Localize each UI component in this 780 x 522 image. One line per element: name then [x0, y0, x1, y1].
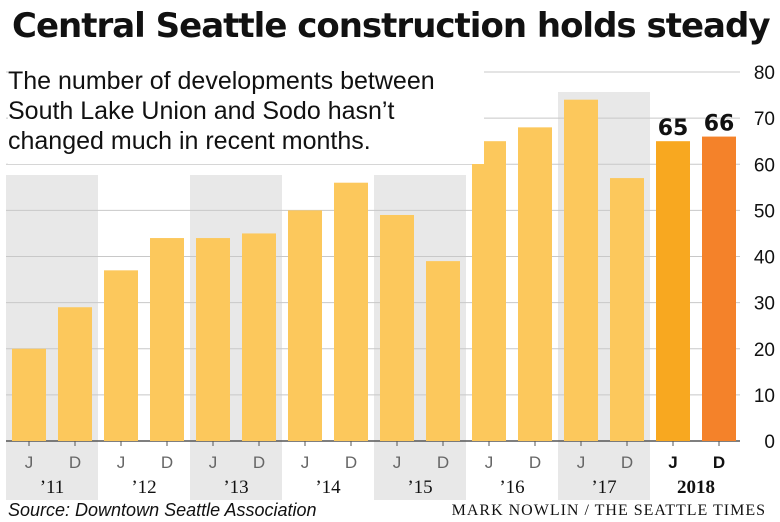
x-tick-label-5: D: [253, 453, 265, 472]
bar-15: [702, 136, 736, 441]
x-tick-label-4: J: [209, 453, 218, 472]
x-tick-label-15: D: [713, 453, 725, 472]
y-tick-label-10: 10: [754, 386, 775, 407]
bar-5: [242, 233, 276, 441]
bar-0: [12, 348, 46, 441]
x-tick-label-10: J: [485, 453, 494, 472]
chart-title: Central Seattle construction holds stead…: [12, 6, 770, 46]
bar-2: [104, 270, 138, 441]
bar-13: [610, 178, 644, 441]
y-tick-label-30: 30: [754, 294, 775, 315]
credit-line: MARK NOWLIN / THE SEATTLE TIMES: [451, 502, 766, 519]
year-label-3: ’14: [315, 477, 341, 498]
bar-9: [426, 261, 460, 441]
x-tick-label-0: J: [25, 453, 34, 472]
x-tick-label-13: D: [621, 453, 633, 472]
chart-subtitle: The number of developments between South…: [8, 66, 484, 164]
x-tick-label-11: D: [529, 453, 541, 472]
x-tick-label-3: D: [161, 453, 173, 472]
year-label-2: ’13: [223, 477, 248, 498]
data-label-14: 65: [658, 116, 689, 141]
x-tick-label-14: J: [668, 453, 677, 472]
source-note: Source: Downtown Seattle Association: [8, 500, 317, 520]
x-tick-label-6: J: [301, 453, 310, 472]
x-tick-label-8: J: [393, 453, 402, 472]
x-tick-label-12: J: [577, 453, 586, 472]
bars: [12, 99, 736, 442]
bar-3: [150, 238, 184, 441]
y-tick-label-60: 60: [754, 155, 775, 176]
y-tick-label-80: 80: [754, 63, 775, 84]
bar-7: [334, 182, 368, 441]
x-tick-label-2: J: [117, 453, 126, 472]
bar-14: [656, 141, 690, 441]
bar-11: [518, 127, 552, 441]
year-label-0: ’11: [40, 477, 65, 498]
bar-6: [288, 210, 322, 441]
y-tick-label-70: 70: [754, 109, 775, 130]
data-label-15: 66: [704, 112, 735, 137]
bar-12: [564, 99, 598, 442]
year-label-7: 2018: [677, 477, 715, 498]
year-label-6: ’17: [591, 477, 616, 498]
year-label-1: ’12: [131, 477, 156, 498]
y-tick-label-50: 50: [754, 201, 775, 222]
x-tick-label-7: D: [345, 453, 357, 472]
y-tick-label-40: 40: [754, 248, 775, 269]
bar-4: [196, 238, 230, 441]
year-label-4: ’15: [407, 477, 432, 498]
bar-8: [380, 214, 414, 441]
y-tick-label-20: 20: [754, 340, 775, 361]
year-label-5: ’16: [499, 477, 524, 498]
x-tick-label-1: D: [69, 453, 81, 472]
bar-1: [58, 307, 92, 441]
x-tick-label-9: D: [437, 453, 449, 472]
labels: 0 10 20 30 40 50 60 70 80 J D J D J D J D J D J D J D J D 65 66 ’11…: [25, 63, 775, 498]
y-tick-label-0: 0: [764, 432, 775, 453]
bar-10: [472, 141, 506, 441]
